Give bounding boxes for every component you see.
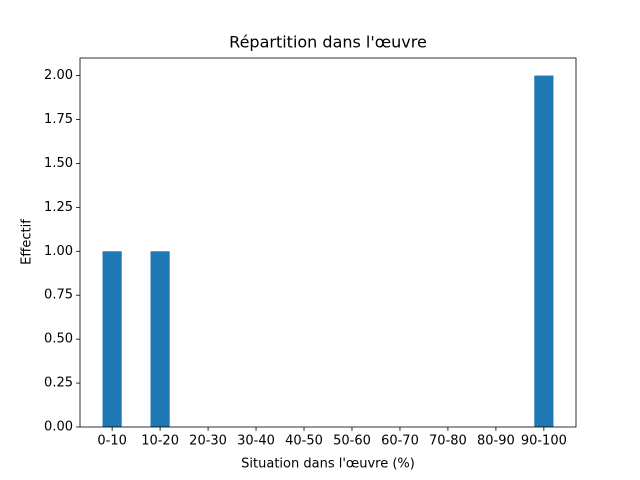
y-axis-label: Effectif (20, 219, 35, 265)
x-tick-label: 40-50 (285, 434, 323, 449)
y-tick-label: 0.00 (44, 420, 73, 435)
x-tick-label: 60-70 (381, 434, 419, 449)
x-tick-label: 80-90 (477, 434, 515, 449)
y-tick-label: 2.00 (44, 68, 73, 83)
bar (150, 251, 170, 427)
bar (534, 75, 554, 428)
bar (102, 251, 122, 427)
y-tick-label: 0.25 (44, 376, 73, 391)
x-axis-label: Situation dans l'œuvre (%) (241, 457, 415, 472)
x-tick-label: 90-100 (521, 434, 567, 449)
y-tick-label: 1.75 (44, 112, 73, 127)
x-tick-label: 70-80 (429, 434, 467, 449)
y-tick-label: 0.75 (44, 288, 73, 303)
x-tick-label: 30-40 (237, 434, 275, 449)
x-tick-label: 50-60 (333, 434, 371, 449)
x-tick-label: 0-10 (97, 434, 127, 449)
x-tick-label: 20-30 (189, 434, 227, 449)
plot-frame (79, 57, 577, 428)
x-tick-label: 10-20 (141, 434, 179, 449)
y-tick-label: 1.25 (44, 200, 73, 215)
y-tick-label: 1.50 (44, 156, 73, 171)
chart-title: Répartition dans l'œuvre (229, 33, 427, 52)
y-tick-label: 1.00 (44, 244, 73, 259)
y-tick-label: 0.50 (44, 332, 73, 347)
